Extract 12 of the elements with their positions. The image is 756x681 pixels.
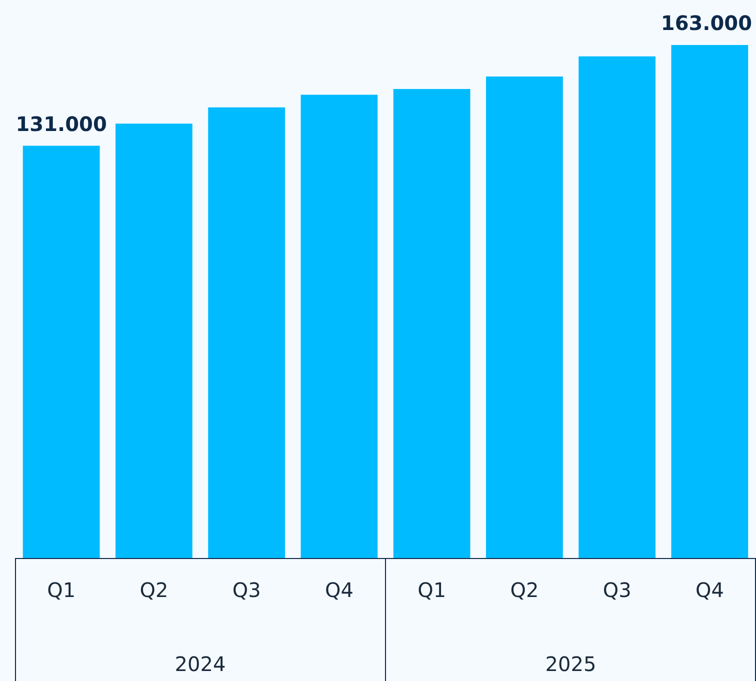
x-tick-label: Q2 [510,578,539,602]
x-tick-label: Q3 [602,578,632,602]
x-tick-label: Q1 [47,578,76,602]
x-tick-label: Q1 [418,578,446,602]
x-tick-label: Q3 [232,578,261,602]
x-tick-label: Q2 [140,578,168,602]
text: 2025 [545,652,596,676]
text: 2024 [174,652,226,676]
data-label: 163.000 [660,11,752,36]
x-tick-label: Q4 [695,578,724,602]
x-tick-label: Q4 [324,578,354,602]
data-label: 131.000 [16,112,107,136]
